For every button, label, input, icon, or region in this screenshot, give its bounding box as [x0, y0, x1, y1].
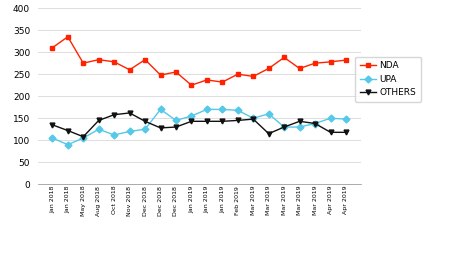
Line: NDA: NDA: [50, 34, 349, 88]
UPA: [65, 143, 71, 146]
OTHERS: [343, 131, 349, 134]
OTHERS: [173, 125, 179, 129]
UPA: [343, 117, 349, 121]
OTHERS: [49, 123, 55, 127]
OTHERS: [312, 122, 318, 125]
NDA: [251, 75, 256, 78]
NDA: [173, 70, 179, 74]
UPA: [219, 108, 225, 111]
NDA: [312, 62, 318, 65]
NDA: [142, 58, 148, 61]
OTHERS: [251, 117, 256, 121]
NDA: [266, 67, 271, 70]
UPA: [297, 125, 302, 129]
OTHERS: [219, 120, 225, 123]
NDA: [65, 35, 71, 38]
UPA: [328, 117, 333, 120]
NDA: [49, 46, 55, 49]
OTHERS: [281, 125, 287, 129]
UPA: [173, 119, 179, 122]
UPA: [188, 114, 194, 118]
UPA: [312, 122, 318, 125]
UPA: [158, 108, 163, 111]
OTHERS: [188, 120, 194, 123]
NDA: [219, 80, 225, 84]
OTHERS: [297, 120, 302, 123]
NDA: [204, 78, 210, 82]
UPA: [204, 108, 210, 111]
NDA: [96, 58, 102, 61]
NDA: [111, 60, 117, 63]
OTHERS: [235, 119, 241, 122]
UPA: [266, 112, 271, 115]
NDA: [297, 67, 302, 70]
UPA: [81, 136, 86, 140]
Legend: NDA, UPA, OTHERS: NDA, UPA, OTHERS: [355, 57, 421, 102]
OTHERS: [65, 129, 71, 132]
NDA: [158, 73, 163, 77]
Line: OTHERS: OTHERS: [50, 111, 349, 139]
UPA: [251, 117, 256, 120]
OTHERS: [204, 120, 210, 123]
NDA: [328, 60, 333, 63]
OTHERS: [266, 132, 271, 135]
Line: UPA: UPA: [50, 107, 349, 147]
NDA: [188, 83, 194, 87]
OTHERS: [127, 111, 132, 115]
UPA: [142, 128, 148, 131]
UPA: [127, 130, 132, 133]
UPA: [281, 125, 287, 129]
NDA: [343, 59, 349, 62]
OTHERS: [328, 131, 333, 134]
NDA: [235, 73, 241, 76]
OTHERS: [142, 120, 148, 123]
OTHERS: [111, 113, 117, 116]
NDA: [127, 68, 132, 72]
OTHERS: [81, 135, 86, 138]
UPA: [96, 128, 102, 131]
UPA: [49, 136, 55, 140]
NDA: [81, 62, 86, 65]
OTHERS: [158, 126, 163, 130]
UPA: [111, 133, 117, 137]
NDA: [281, 56, 287, 59]
OTHERS: [96, 119, 102, 122]
UPA: [235, 109, 241, 112]
